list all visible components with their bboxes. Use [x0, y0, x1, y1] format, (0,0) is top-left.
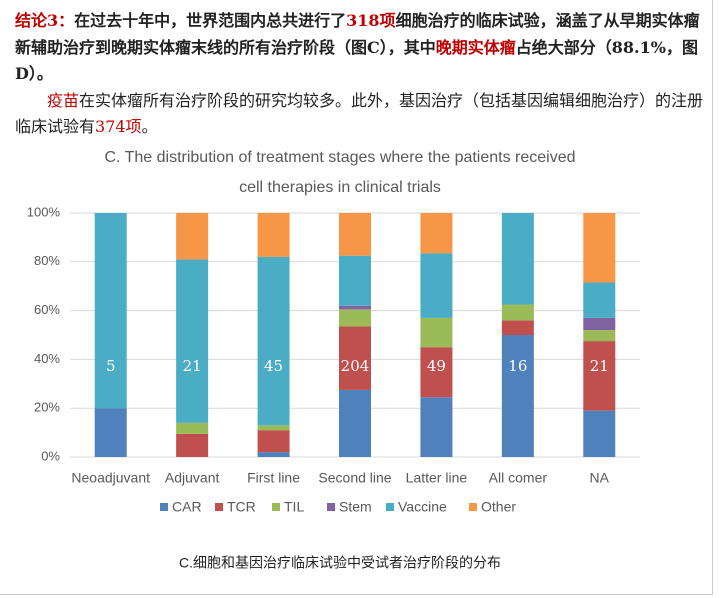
- x-tick-label: First line: [247, 470, 300, 486]
- x-tick-label: Adjuvant: [165, 470, 220, 486]
- legend-swatch: [386, 503, 394, 511]
- bar-segment: [339, 255, 371, 306]
- frame: [0, 0, 713, 595]
- data-label: 21: [183, 357, 202, 375]
- bar-segment: [420, 317, 453, 348]
- data-label: 45: [264, 357, 283, 375]
- bar-segment: [583, 330, 616, 342]
- bar-segment: [501, 335, 534, 457]
- paragraph: 结论3：在过去十年中，世界范围内总共进行了318项细胞治疗的临床试验，涵盖了从早…: [15, 8, 705, 88]
- bar-segment: [339, 389, 371, 457]
- bar-segment: [257, 452, 290, 457]
- paragraph: 疫苗在实体瘤所有治疗阶段的研究均较多。此外，基因治疗（包括基因编辑细胞治疗）的注…: [15, 88, 705, 141]
- legend-swatch: [215, 503, 223, 511]
- highlight-text: 晚期实体瘤: [435, 37, 516, 57]
- bar-segment: [94, 213, 127, 409]
- legend-label: Stem: [339, 499, 372, 515]
- bar-segment: [501, 320, 534, 335]
- bar-segment: [339, 326, 371, 390]
- bar-segment: [176, 259, 209, 423]
- bar-segment: [176, 213, 209, 260]
- bar-segment: [94, 408, 127, 457]
- x-tick-label: NA: [590, 470, 610, 486]
- bar-segment: [257, 430, 290, 453]
- bar-segment: [420, 213, 453, 254]
- bar-segment: [583, 317, 616, 331]
- legend-label: CAR: [172, 499, 202, 515]
- data-label: 16: [508, 357, 527, 375]
- legend-swatch: [469, 503, 477, 511]
- legend-label: TCR: [227, 499, 256, 515]
- y-tick-label: 80%: [34, 253, 60, 268]
- chart-title: cell therapies in clinical trials: [239, 179, 441, 196]
- highlight-text: 318项: [346, 11, 396, 30]
- legend-label: TIL: [284, 499, 304, 515]
- bar-segment: [501, 304, 534, 321]
- y-tick-label: 40%: [34, 351, 60, 366]
- chart: C. The distribution of treatment stages …: [27, 149, 640, 571]
- x-tick-label: Latter line: [406, 470, 468, 486]
- caption: C.细胞和基因治疗临床试验中受试者治疗阶段的分布: [179, 555, 501, 571]
- bar-segment: [501, 213, 534, 305]
- text: 占绝大部分（88.1%，图D）。: [15, 37, 698, 84]
- highlight-text: 374项: [95, 117, 142, 136]
- data-label: 204: [341, 357, 370, 375]
- bar-segment: [583, 213, 616, 283]
- x-tick-label: Neoadjuvant: [71, 470, 150, 486]
- text: 细胞治疗的临床试验，涵盖了从早期实体瘤新辅助治疗到晚期实体瘤末线的所有治疗阶段（…: [15, 11, 700, 57]
- x-tick-label: Second line: [318, 470, 391, 486]
- legend-swatch: [327, 503, 335, 511]
- legend-swatch: [272, 503, 280, 511]
- data-label: 21: [590, 357, 609, 375]
- bar-segment: [257, 213, 290, 257]
- bar-segment: [583, 410, 616, 457]
- bar-segment: [339, 305, 371, 310]
- legend-swatch: [160, 503, 168, 511]
- legend-label: Vaccine: [398, 499, 447, 515]
- legend-label: Other: [481, 499, 516, 515]
- article-text: 结论3：在过去十年中，世界范围内总共进行了318项细胞治疗的临床试验，涵盖了从早…: [15, 8, 705, 141]
- text: 在过去十年中，世界范围内总共进行了: [74, 11, 347, 30]
- bar-segment: [339, 213, 371, 256]
- text: 。: [141, 117, 158, 136]
- y-tick-label: 20%: [34, 400, 60, 415]
- bar-segment: [257, 425, 290, 431]
- bar-segment: [420, 253, 453, 318]
- text: 在实体瘤所有治疗阶段的研究均较多。此外，基因治疗（包括基因编辑细胞治疗）的注册临…: [15, 90, 704, 137]
- bar-segment: [176, 422, 209, 434]
- y-tick-label: 0%: [41, 448, 60, 463]
- bar-segment: [583, 341, 616, 411]
- highlight-text: 疫苗: [47, 90, 80, 110]
- bar-segment: [583, 282, 616, 318]
- chart-title: C. The distribution of treatment stages …: [104, 149, 575, 166]
- bar-segment: [339, 309, 371, 327]
- bar-segment: [420, 347, 453, 398]
- bar-segment: [176, 433, 209, 457]
- bar-segment: [420, 397, 453, 457]
- y-tick-label: 60%: [34, 302, 60, 317]
- data-label: 5: [106, 357, 116, 375]
- x-tick-label: All comer: [489, 470, 548, 486]
- bar-segment: [257, 256, 290, 426]
- highlight-text: 结论3：: [15, 11, 75, 30]
- data-label: 49: [427, 357, 446, 375]
- y-tick-label: 100%: [27, 204, 61, 219]
